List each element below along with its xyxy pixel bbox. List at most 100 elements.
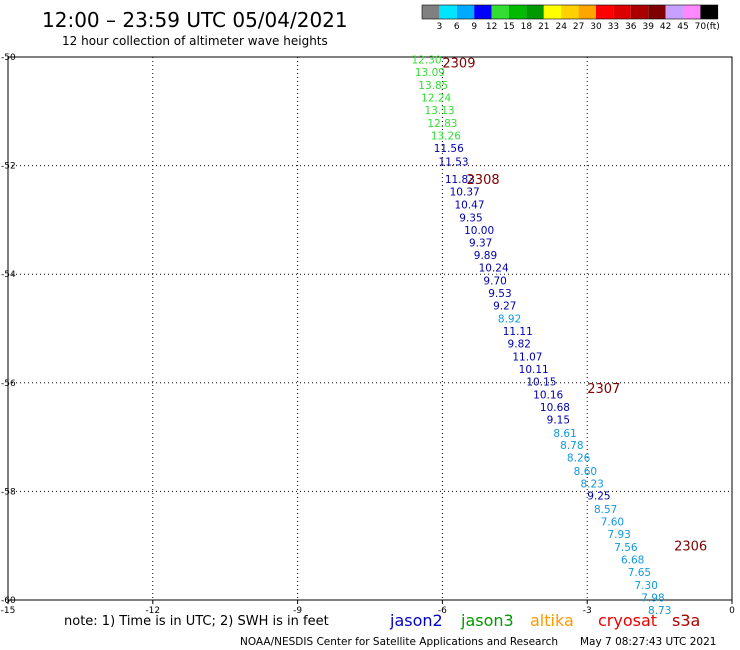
legend-item-jason2: jason2 — [389, 611, 443, 630]
footer-credit: NOAA/NESDIS Center for Satellite Applica… — [240, 636, 558, 648]
y-tick-label: -50 — [1, 53, 16, 63]
color-scale-label: 30 — [590, 22, 602, 32]
footer-timestamp: May 7 08:27:43 UTC 2021 — [580, 636, 716, 648]
plot-axes: -15 -12 -9 -6 -3 0 -50 -52 -54 -56 -58 -60 — [1, 53, 735, 616]
wave-height-label: 10.00 — [464, 225, 494, 237]
color-scale-swatch — [613, 5, 631, 19]
color-scale-label: 70 — [695, 22, 707, 32]
wave-height-label: 7.60 — [601, 516, 624, 528]
wave-height-label: 13.85 — [418, 80, 448, 92]
wave-height-label: 9.25 — [587, 491, 610, 503]
wave-height-label: 10.68 — [540, 402, 570, 414]
satellite-legend: jason2 jason3 altika cryosat s3a — [389, 611, 700, 630]
x-tick-label: -9 — [293, 606, 302, 616]
color-scale-swatch — [439, 5, 457, 19]
wave-height-label: 9.89 — [474, 250, 497, 262]
color-scale-frame — [421, 4, 719, 20]
wave-height-label: 6.68 — [621, 554, 644, 566]
wave-height-label: 8.57 — [594, 504, 617, 516]
color-scale-swatch — [456, 5, 475, 19]
wave-height-label: 8.73 — [648, 605, 671, 617]
wave-height-label: 9.35 — [459, 213, 482, 225]
pass-number-label: 2306 — [674, 540, 707, 555]
color-scale-label: 27 — [573, 22, 584, 32]
wave-height-label: 10.37 — [450, 187, 480, 199]
plot-frame — [7, 56, 733, 601]
color-scale-swatch — [648, 5, 666, 19]
y-tick-label: -54 — [1, 270, 16, 280]
wave-height-label: 8.78 — [560, 440, 583, 452]
wave-height-label: 8.92 — [498, 314, 521, 326]
wave-height-label: 9.82 — [508, 339, 531, 351]
color-scale-swatch — [543, 5, 562, 19]
color-scale-swatch — [422, 5, 440, 19]
wave-height-label: 9.70 — [483, 276, 506, 288]
wave-height-label: 11.56 — [434, 143, 464, 155]
color-scale-label: 12 — [486, 22, 497, 32]
color-scale-label: 3 — [437, 22, 443, 32]
color-scale-label: 42 — [660, 22, 671, 32]
wave-height-label: 7.93 — [607, 529, 630, 541]
color-scale-label: 6 — [454, 22, 460, 32]
wave-height-label: 12.83 — [427, 118, 457, 130]
wave-height-label: 11.11 — [503, 326, 533, 338]
wave-height-label: 9.37 — [469, 238, 492, 250]
color-scale-swatch — [578, 5, 596, 19]
x-tick-label: -6 — [438, 606, 447, 616]
x-tick-label: -15 — [1, 606, 16, 616]
wave-height-label: 12.30 — [412, 55, 442, 67]
footer-note: note: 1) Time is in UTC; 2) SWH is in fe… — [64, 614, 329, 629]
color-scale-label: 33 — [608, 22, 619, 32]
plot-grid — [8, 57, 732, 600]
color-scale-label: 24 — [555, 22, 567, 32]
wave-height-label: 7.56 — [614, 542, 638, 554]
wave-height-label: 11.07 — [512, 352, 542, 364]
color-scale-label: 18 — [521, 22, 533, 32]
x-tick-label: 0 — [729, 606, 735, 616]
color-scale-legend: 3 6 9 12 15 18 21 24 27 30 33 36 39 42 45 70 (ft) — [421, 4, 720, 32]
pass-number-label: 2309 — [442, 56, 475, 71]
wave-height-label: 10.47 — [454, 200, 484, 212]
color-scale-swatch — [630, 5, 649, 19]
wave-height-label: 7.30 — [635, 580, 658, 592]
pass-number-label: 2308 — [467, 173, 500, 188]
data-points: 12.3013.0913.8512.2413.1312.8313.2611.56… — [412, 55, 672, 617]
color-scale-swatch — [474, 5, 492, 19]
pass-number-label: 2307 — [587, 382, 620, 397]
color-scale-swatch — [683, 5, 701, 19]
color-scale-label: 21 — [538, 22, 549, 32]
wave-height-label: 12.24 — [421, 93, 451, 105]
wave-height-label: 11.83 — [445, 174, 475, 186]
x-tick-label: -3 — [583, 606, 592, 616]
y-tick-label: -60 — [1, 596, 16, 606]
color-scale-swatch — [596, 5, 614, 19]
wave-height-label: 13.13 — [425, 105, 455, 117]
wave-height-label: 8.61 — [553, 428, 576, 440]
color-scale-swatch — [561, 5, 579, 19]
y-tick-label: -58 — [1, 487, 16, 497]
x-tick-label: -12 — [145, 606, 160, 616]
color-scale-label: 15 — [503, 22, 514, 32]
wave-height-label: 10.24 — [479, 263, 509, 275]
legend-item-cryosat: cryosat — [598, 611, 657, 630]
wave-height-label: 13.26 — [431, 131, 461, 143]
color-scale-label: 36 — [625, 22, 637, 32]
wave-height-label: 13.09 — [415, 67, 445, 79]
wave-height-label: 8.26 — [567, 453, 591, 465]
wave-height-label: 10.11 — [519, 364, 549, 376]
wave-height-label: 9.15 — [547, 415, 570, 427]
color-scale-unit: (ft) — [706, 22, 720, 32]
color-scale-swatch — [526, 5, 544, 19]
wave-height-label: 8.23 — [580, 478, 603, 490]
wave-height-label: 10.16 — [533, 390, 563, 402]
legend-item-jason3: jason3 — [460, 611, 514, 630]
pass-labels: 2309 2308 2307 2306 — [442, 56, 707, 554]
wave-height-label: 9.53 — [488, 288, 511, 300]
wave-height-label: 10.15 — [526, 377, 556, 389]
color-scale-label: 9 — [471, 22, 477, 32]
y-tick-label: -56 — [1, 379, 16, 389]
y-tick-label: -52 — [1, 162, 16, 172]
color-scale-swatch — [509, 5, 527, 19]
color-scale-label: 45 — [677, 22, 688, 32]
